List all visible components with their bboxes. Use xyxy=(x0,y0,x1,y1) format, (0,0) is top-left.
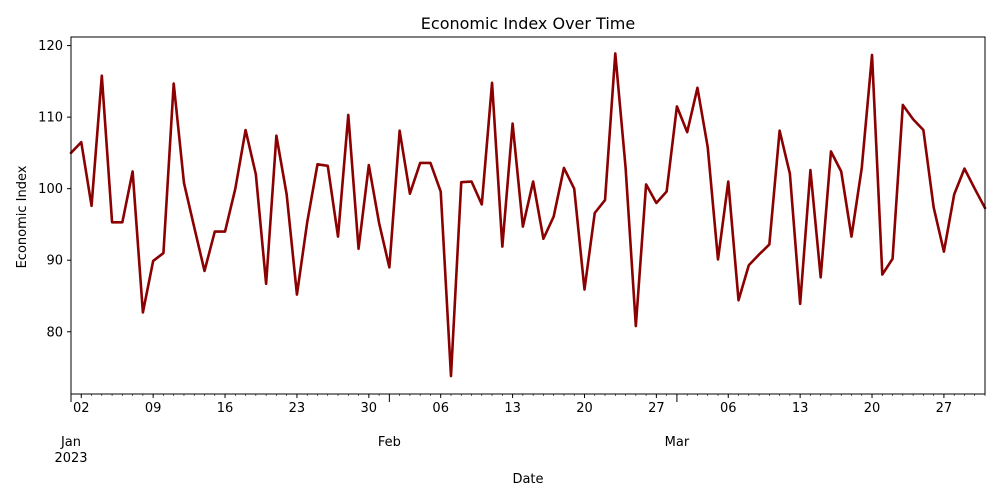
plot-frame xyxy=(70,36,986,395)
y-tick-label: 80 xyxy=(46,325,63,340)
y-tick-label: 110 xyxy=(38,111,63,126)
x-tick-label: 27 xyxy=(936,401,953,416)
x-axis-label: Date xyxy=(512,472,543,487)
x-tick-label: 06 xyxy=(432,401,449,416)
x-tick-label: 20 xyxy=(864,401,881,416)
x-year-label: 2023 xyxy=(54,451,87,466)
y-axis-label: Economic Index xyxy=(15,165,30,268)
series-line-0 xyxy=(69,52,987,378)
plot-area xyxy=(69,36,987,395)
x-tick-label: 06 xyxy=(720,401,737,416)
y-tick-label: 120 xyxy=(38,39,63,54)
x-tick-label: 16 xyxy=(217,401,234,416)
x-month-label: Mar xyxy=(665,435,690,450)
x-tick-label: 27 xyxy=(648,401,665,416)
x-tick-label: 02 xyxy=(73,401,90,416)
y-axis: 80 90 100 110 120 xyxy=(38,39,71,340)
y-tick-label: 100 xyxy=(38,182,63,197)
chart-title: Economic Index Over Time xyxy=(421,14,635,33)
x-tick-label: 20 xyxy=(576,401,593,416)
y-tick-label: 90 xyxy=(46,254,63,269)
x-tick-label: 30 xyxy=(361,401,378,416)
x-tick-label: 13 xyxy=(504,401,521,416)
x-month-label: Jan xyxy=(60,435,81,450)
x-tick-label: 09 xyxy=(145,401,162,416)
x-month-label: Feb xyxy=(378,435,401,450)
x-tick-label: 23 xyxy=(289,401,306,416)
x-tick-label: 13 xyxy=(792,401,809,416)
